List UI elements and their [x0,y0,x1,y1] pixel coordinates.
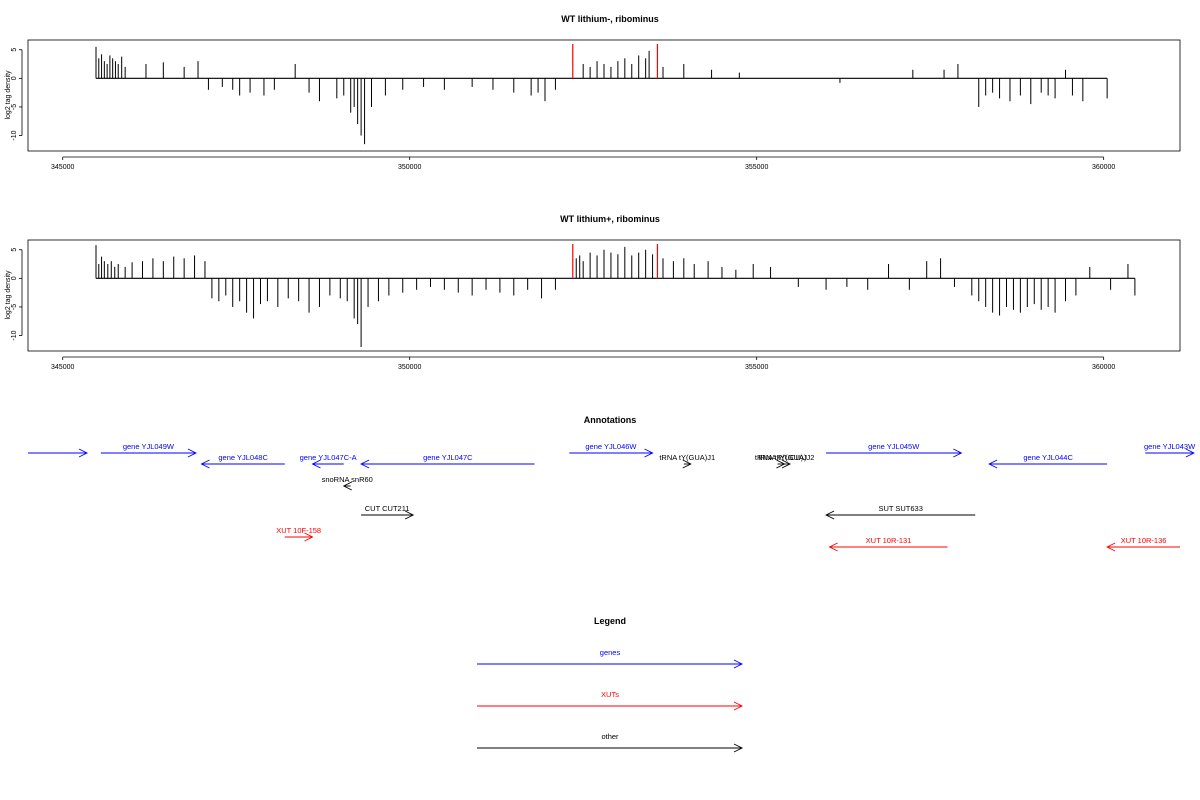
feature-label: XUT 10R-131 [866,536,912,545]
feature-layer: gene YJL049W gene YJL048C gene YJL047C-A ge… [28,442,1196,552]
feature-arrow [284,532,314,542]
feature-arrow [825,510,976,520]
x-tick-label: 355000 [745,164,768,171]
feature-arrow [569,448,654,458]
y-tick-label: -10 [11,330,18,340]
feature-label: tRNA tR(UCU)J [755,453,807,462]
y-tick-label: 0 [11,276,18,280]
track-panel-lithium-minus: WT lithium-, ribominus log2 tag density … [5,14,1181,171]
feature-arrow [361,510,415,520]
feature-label: gene YJL047C [423,453,473,462]
feature-label: CUT CUT211 [365,504,410,513]
feature-label: gene YJL044C [1023,453,1073,462]
x-axis: 345000 350000 355000 360000 [51,156,1115,171]
panel-title: WT lithium-, ribominus [561,14,659,24]
panel-title: WT lithium+, ribominus [560,214,660,224]
x-tick-label: 345000 [51,164,74,171]
feature-arrow [1106,542,1180,552]
x-tick-label: 360000 [1092,164,1115,171]
annotations-title: Annotations [584,415,637,425]
x-axis: 345000 350000 355000 360000 [51,356,1115,371]
feature-arrow [28,448,88,458]
bars-layer [95,46,1108,145]
x-tick-label: 360000 [1092,364,1115,371]
plot-frame [27,39,1181,152]
feature-label: gene YJL047C-A [300,453,357,462]
x-tick-label: 355000 [745,364,768,371]
feature-label: tRNA tY(GUA)J1 [659,453,715,462]
y-tick-label: -5 [11,304,18,310]
x-tick-label: 345000 [51,364,74,371]
highlight-layer [572,44,659,79]
feature-arrow [1145,448,1195,458]
y-tick-label: 0 [11,76,18,80]
highlight-layer [572,244,659,279]
feature-label: SUT SUT633 [878,504,922,513]
feature-arrow [200,459,285,469]
feature-arrow [988,459,1108,469]
feature-arrow [100,448,197,458]
bars-layer [95,245,1136,347]
legend-title: Legend [594,616,626,626]
y-tick-label: 5 [11,48,18,52]
legend-label: XUTs [601,690,619,699]
y-axis-label: log2 tag density [5,70,12,120]
legend-arrow [477,701,744,711]
y-tick-label: -10 [11,130,18,140]
x-tick-label: 350000 [398,164,421,171]
y-axis-label: log2 tag density [5,270,12,320]
track-panel-lithium-plus: WT lithium+, ribominus log2 tag density … [5,214,1181,371]
feature-arrow [311,459,344,469]
x-tick-label: 350000 [398,364,421,371]
feature-arrow [342,481,352,491]
feature-label: gene YJL049W [123,442,175,451]
feature-label: gene YJL048C [218,453,268,462]
plot-frame [27,239,1181,352]
legend-arrow [477,743,744,753]
feature-arrow [781,459,791,469]
feature-label: gene YJL046W [585,442,637,451]
feature-label: gene YJL045W [868,442,920,451]
y-axis: 5 0 -5 -10 [11,48,23,141]
legend-items: genes XUTs other [477,648,744,753]
legend-label: other [601,732,619,741]
feature-label: gene YJL043W [1144,442,1196,451]
feature-label: snoRNA snR60 [322,475,373,484]
y-tick-label: -5 [11,104,18,110]
y-tick-label: 5 [11,248,18,252]
feature-arrow [682,459,692,469]
legend: Legend genes XUTs other [477,616,744,753]
feature-arrow [826,448,963,458]
legend-label: genes [600,648,621,657]
feature-label: tRNA tY(GUA)J2 [759,453,815,462]
feature-arrow [360,459,535,469]
feature-arrow [828,542,948,552]
y-axis: 5 0 -5 -10 [11,248,23,341]
feature-label: XUT 10R-136 [1121,536,1167,545]
legend-arrow [477,659,744,669]
feature-label: XUT 10F-158 [276,526,321,535]
